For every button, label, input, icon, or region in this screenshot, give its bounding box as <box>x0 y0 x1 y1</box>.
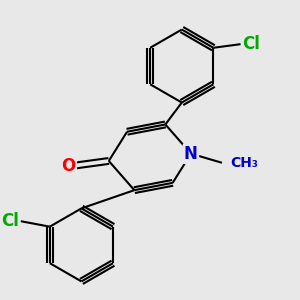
Text: O: O <box>61 158 76 175</box>
Text: N: N <box>184 145 198 163</box>
Text: Cl: Cl <box>242 35 260 53</box>
Text: CH₃: CH₃ <box>230 156 258 170</box>
Text: Cl: Cl <box>2 212 19 230</box>
